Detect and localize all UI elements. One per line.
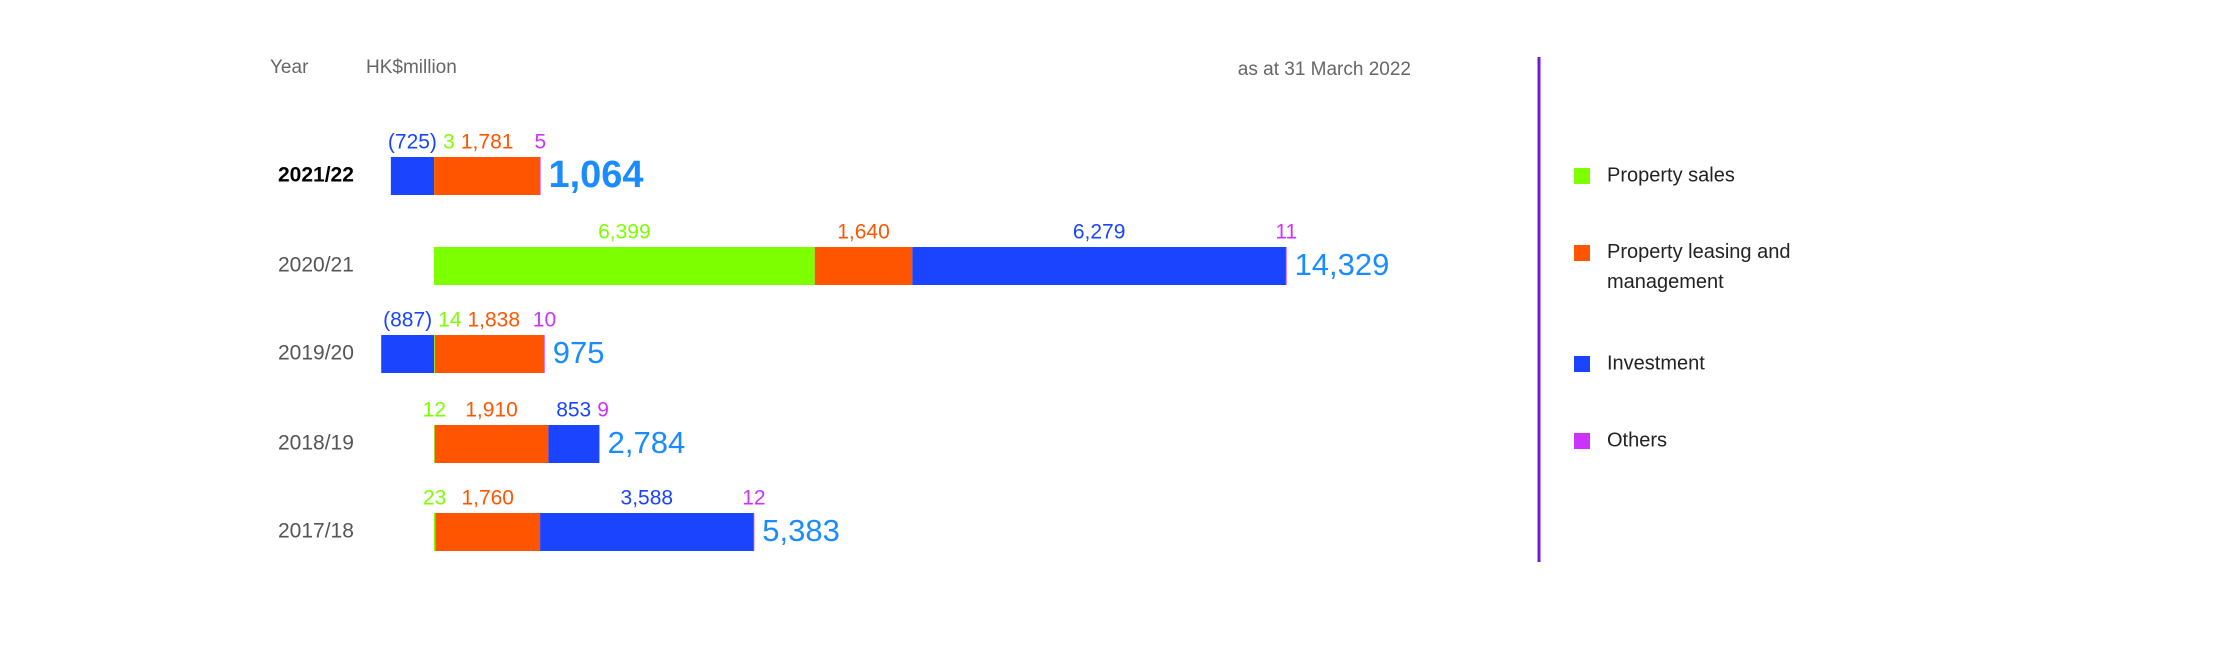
value-label: 14: [438, 309, 462, 332]
value-label: 5: [534, 131, 546, 154]
value-label: 1,781: [461, 131, 514, 154]
value-label: 1,838: [467, 309, 520, 332]
bar-segment: [548, 425, 600, 463]
value-label: 6,399: [598, 221, 651, 244]
year-label: 2021/22: [278, 164, 354, 187]
bar-segment: [1285, 247, 1287, 285]
bar-segment: [544, 335, 545, 373]
total-label: 1,064: [548, 154, 643, 196]
year-header: Year: [270, 57, 309, 78]
total-label: 975: [553, 335, 605, 370]
legend-swatch: [1574, 433, 1590, 449]
total-label: 5,383: [762, 513, 840, 548]
value-label: 11: [1275, 221, 1297, 244]
value-label: 9: [597, 399, 609, 422]
legend-label: Property leasing and management: [1607, 241, 1790, 293]
bar-segment: [381, 335, 434, 373]
value-label: 3,588: [621, 487, 674, 510]
value-label: 12: [423, 399, 446, 422]
bar-segment: [390, 157, 434, 195]
value-label: 12: [742, 487, 765, 510]
bar-segment: [753, 513, 755, 551]
legend-label: Property sales: [1607, 164, 1735, 186]
bar-segment: [434, 513, 436, 551]
bar-segment: [434, 425, 549, 463]
legend-swatch: [1574, 356, 1590, 372]
bar-segment: [434, 157, 541, 195]
year-label: 2018/19: [278, 432, 354, 455]
bar-segment: [435, 513, 541, 551]
total-label: 14,329: [1295, 247, 1390, 282]
value-label: 1,760: [461, 487, 514, 510]
year-label: 2020/21: [278, 254, 354, 277]
year-label: 2019/20: [278, 342, 354, 365]
bar-segment: [434, 335, 435, 373]
year-label: 2017/18: [278, 520, 354, 543]
value-label: 853: [556, 399, 591, 422]
value-label: (887): [383, 309, 432, 332]
bar-segment: [434, 335, 545, 373]
value-label: (725): [388, 131, 437, 154]
bar-segment: [434, 425, 435, 463]
value-label: 10: [533, 309, 556, 332]
value-label: 1,640: [837, 221, 890, 244]
value-label: 1,910: [465, 399, 518, 422]
legend-swatch: [1574, 245, 1590, 261]
value-label: 6,279: [1073, 221, 1126, 244]
unit-label: HK$million: [366, 57, 457, 78]
bar-segment: [912, 247, 1286, 285]
bar-segment: [540, 157, 541, 195]
total-label: 2,784: [608, 425, 686, 460]
date-note: as at 31 March 2022: [1238, 59, 1411, 80]
bar-segment: [814, 247, 913, 285]
value-label: 3: [443, 131, 455, 154]
bar-segment: [599, 425, 600, 463]
bar-segment: [540, 513, 754, 551]
legend-label: Investment: [1607, 352, 1705, 374]
bar-segment: [434, 247, 815, 285]
value-label: 23: [423, 487, 446, 510]
legend-swatch: [1574, 168, 1590, 184]
legend-label: Others: [1607, 429, 1667, 451]
